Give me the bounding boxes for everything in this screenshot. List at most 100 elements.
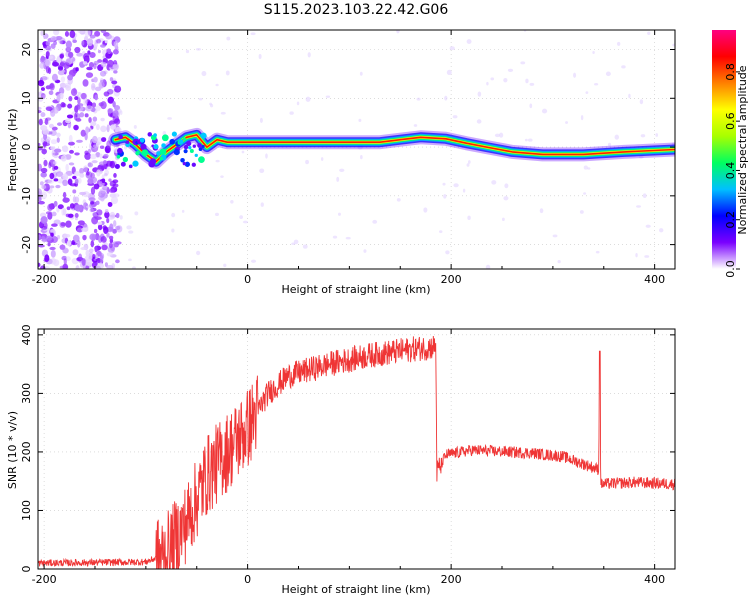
noise-blob-faint — [305, 159, 309, 165]
noise-blob — [74, 217, 78, 221]
ridge-spot — [161, 143, 166, 148]
colorbar: 0.0 0.2 0.4 0.6 0.8 Normalized spectral ampl… — [712, 30, 749, 278]
noise-blob — [91, 102, 97, 108]
noise-blob-faint — [449, 46, 455, 51]
noise-blob-faint — [444, 95, 448, 101]
noise-blob — [39, 212, 47, 218]
noise-blob — [50, 250, 56, 258]
noise-blob — [115, 225, 121, 231]
noise-blob — [62, 179, 68, 187]
spectrogram-xtick-label: -200 — [32, 273, 57, 286]
noise-blob — [115, 212, 120, 219]
ridge-spot — [122, 156, 129, 163]
noise-blob — [109, 235, 114, 240]
noise-blob — [40, 265, 46, 269]
noise-blob-faint — [579, 210, 584, 214]
noise-blob-faint — [638, 155, 644, 159]
noise-blob — [76, 139, 83, 143]
noise-blob — [106, 265, 114, 269]
noise-blob-faint — [289, 111, 294, 115]
noise-blob — [60, 76, 66, 83]
noise-blob-faint — [171, 228, 175, 233]
noise-blob-faint — [541, 108, 548, 114]
noise-blob-faint — [595, 250, 600, 254]
noise-blob-faint — [585, 91, 589, 95]
colorbar-label: Normalized spectral amplitude — [736, 65, 749, 234]
noise-blob — [96, 209, 103, 216]
noise-blob — [50, 146, 56, 151]
noise-blob — [67, 103, 73, 109]
noise-blob — [62, 197, 70, 203]
noise-blob — [90, 83, 96, 91]
noise-blob-faint — [446, 69, 452, 76]
noise-blob — [57, 66, 64, 71]
noise-blob-faint — [658, 228, 664, 233]
noise-blob-faint — [185, 49, 190, 54]
noise-blob — [85, 249, 90, 257]
noise-blob — [112, 193, 120, 198]
noise-blob — [66, 206, 71, 211]
noise-blob — [104, 39, 108, 44]
noise-blob — [56, 94, 61, 102]
noise-blob — [69, 30, 76, 38]
noise-blob — [87, 105, 92, 109]
noise-blob-faint — [592, 50, 595, 54]
noise-blob — [49, 229, 56, 233]
noise-blob — [44, 58, 51, 67]
noise-blob-faint — [214, 212, 219, 217]
noise-blob — [69, 149, 74, 154]
noise-blob-faint — [423, 207, 428, 213]
noise-blob — [112, 241, 120, 246]
noise-blob — [52, 161, 58, 165]
noise-blob-faint — [302, 244, 308, 249]
noise-blob — [107, 59, 114, 68]
noise-blob-faint — [291, 242, 296, 245]
noise-blob-faint — [250, 32, 256, 36]
noise-blob — [77, 220, 85, 226]
noise-blob-faint — [132, 266, 136, 269]
noise-blob — [103, 173, 108, 177]
noise-blob-faint — [494, 133, 501, 138]
noise-blob-faint — [396, 198, 401, 202]
noise-blob — [99, 153, 103, 159]
noise-blob — [93, 76, 98, 83]
noise-blob — [38, 244, 45, 248]
noise-blob — [93, 63, 97, 70]
snr-ytick-label: 300 — [20, 383, 33, 404]
noise-blob — [94, 265, 101, 269]
noise-blob — [84, 113, 89, 118]
noise-blob — [109, 211, 116, 220]
noise-blob-faint — [195, 47, 202, 51]
ridge-spot — [197, 143, 202, 148]
noise-blob — [85, 72, 94, 78]
noise-blob — [72, 249, 79, 256]
noise-blob — [90, 121, 97, 127]
noise-blob-faint — [223, 263, 227, 268]
spectrogram-panel: -200 0 200 400 20 10 0 -10 -20 Height of straigh… — [6, 29, 676, 296]
noise-blob-faint — [476, 119, 482, 124]
noise-blob — [56, 235, 61, 240]
noise-blob — [92, 135, 98, 144]
noise-blob — [65, 163, 69, 172]
noise-blob — [84, 258, 93, 266]
noise-blob — [84, 152, 92, 160]
noise-blob — [97, 221, 103, 226]
ridge-spot — [182, 161, 186, 166]
noise-blob-faint — [230, 199, 234, 204]
noise-blob — [40, 30, 44, 36]
noise-blob — [94, 30, 101, 37]
noise-blob — [85, 265, 90, 269]
noise-blob — [73, 171, 81, 177]
ridge-spot — [128, 164, 133, 169]
noise-blob — [115, 259, 120, 264]
noise-blob-faint — [467, 215, 471, 221]
noise-blob — [68, 162, 75, 166]
noise-blob-faint — [524, 138, 528, 142]
noise-blob-faint — [336, 176, 340, 182]
ridge-spot — [178, 139, 184, 145]
noise-blob — [96, 136, 102, 145]
noise-blob — [50, 43, 56, 49]
noise-blob-faint — [209, 102, 213, 106]
